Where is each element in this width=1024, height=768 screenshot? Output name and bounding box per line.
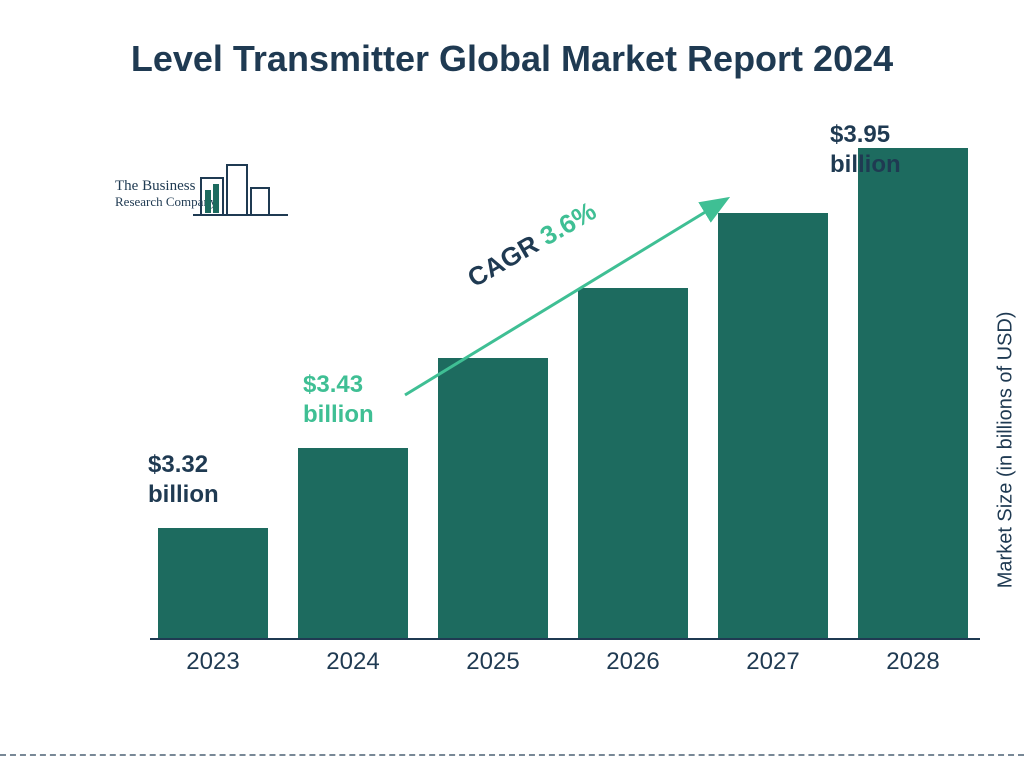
callout-2023-unit: billion [148, 481, 219, 508]
xlabel-2023: 2023 [158, 648, 268, 676]
xlabel-2028: 2028 [858, 648, 968, 676]
xlabel-2025: 2025 [438, 648, 548, 676]
cagr-prefix: CAGR [462, 225, 550, 293]
xlabel-2026: 2026 [578, 648, 688, 676]
xlabel-2027: 2027 [718, 648, 828, 676]
company-logo: The Business Research Company [115, 160, 295, 230]
logo-buildings-icon [193, 160, 293, 220]
callout-2028: $3.95 billion [830, 120, 910, 180]
bar-2028 [858, 148, 968, 638]
bar-2027 [718, 213, 828, 638]
xlabel-2024: 2024 [298, 648, 408, 676]
chart-title: Level Transmitter Global Market Report 2… [0, 38, 1024, 80]
logo-text-line1: The Business [115, 178, 195, 194]
bar-2023 [158, 528, 268, 638]
cagr-label: CAGR 3.6% [462, 196, 601, 294]
y-axis-label: Market Size (in billions of USD) [995, 312, 1018, 589]
bar-2024 [298, 448, 408, 638]
bar-2026 [578, 288, 688, 638]
callout-2024-value: $3.43 [303, 371, 363, 398]
callout-2023: $3.32 billion [148, 450, 219, 510]
bottom-dashed-divider [0, 754, 1024, 756]
bar-2025 [438, 358, 548, 638]
callout-2023-value: $3.32 [148, 451, 208, 478]
chart-baseline [150, 638, 980, 640]
callout-2024: $3.43 billion [303, 370, 374, 430]
callout-2024-unit: billion [303, 401, 374, 428]
cagr-value: 3.6% [535, 196, 601, 252]
